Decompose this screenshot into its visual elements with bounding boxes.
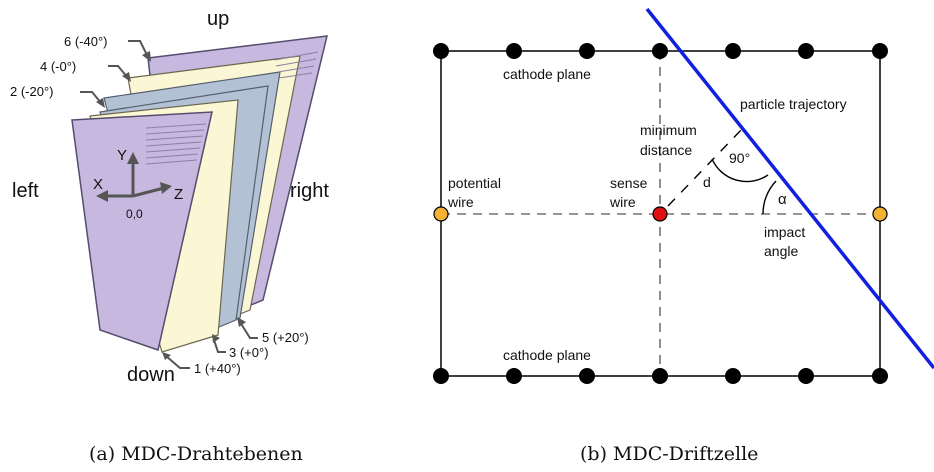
cathode-plane-bottom-label: cathode plane	[503, 347, 591, 363]
layer-2-label: 2 (-20°)	[10, 84, 54, 99]
distance-d-label: d	[703, 174, 711, 190]
particle-trajectory-label: particle trajectory	[740, 96, 847, 112]
potential-wire-label-2: wire	[447, 194, 474, 210]
wire-hatching	[145, 123, 207, 165]
potential-wire-left	[433, 206, 449, 222]
alpha-label: α	[778, 191, 787, 208]
direction-left: left	[12, 180, 39, 202]
minimum-distance-line	[667, 127, 744, 207]
wire-planes-illustration	[71, 35, 328, 353]
layer-leaders	[80, 40, 258, 369]
direction-down: down	[127, 364, 175, 386]
layer-4-label: 4 (-0°)	[40, 59, 76, 74]
axis-y-label: Y	[117, 147, 127, 164]
right-angle-label: 90°	[729, 150, 750, 166]
sense-wire	[652, 206, 668, 222]
layer-6-label: 6 (-40°)	[64, 34, 108, 49]
potential-wire-label-1: potential	[448, 175, 501, 191]
cathode-plane-top-label: cathode plane	[503, 66, 591, 82]
caption-a: (a) MDC-Drahtebenen	[89, 443, 303, 465]
impact-angle-label-1: impact	[764, 224, 805, 240]
axis-z-label: Z	[174, 186, 183, 203]
particle-trajectory-line	[645, 7, 934, 370]
potential-wire-right	[872, 206, 888, 222]
impact-angle-arc	[762, 180, 777, 215]
drift-cell-diagram	[433, 7, 934, 384]
right-angle-arc	[711, 158, 769, 183]
layer-1-label: 1 (+40°)	[194, 361, 241, 376]
plane-1	[71, 111, 213, 351]
minimum-distance-label-2: distance	[640, 142, 692, 158]
sense-wire-label-1: sense	[610, 175, 648, 191]
direction-up: up	[207, 8, 229, 30]
axis-x-label: X	[93, 176, 103, 193]
coordinate-axes	[96, 152, 172, 202]
impact-angle-label-2: angle	[764, 243, 798, 259]
layer-5-label: 5 (+20°)	[262, 330, 309, 345]
layer-3-label: 3 (+0°)	[229, 345, 269, 360]
axis-origin-label: 0,0	[126, 207, 143, 221]
cathode-wires-bottom	[433, 368, 888, 384]
sense-wire-label-2: wire	[609, 194, 636, 210]
caption-b: (b) MDC-Driftzelle	[580, 443, 758, 465]
direction-right: right	[290, 180, 329, 202]
cathode-wires-top	[433, 43, 888, 59]
minimum-distance-label-1: minimum	[640, 122, 697, 138]
